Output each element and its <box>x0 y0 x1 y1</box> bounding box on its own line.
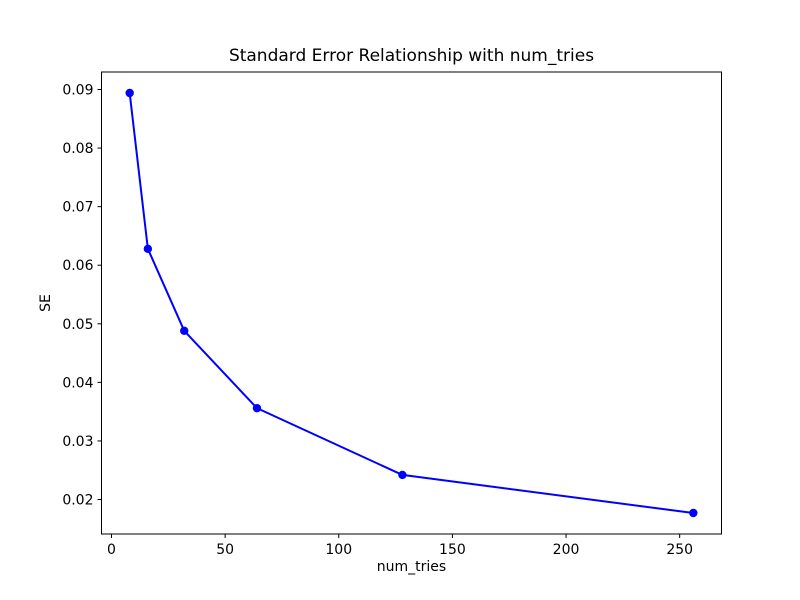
data-point-marker <box>398 470 407 480</box>
y-axis-label: SE <box>38 294 54 312</box>
x-tick-label: 200 <box>553 542 580 558</box>
y-tick-label: 0.09 <box>62 82 93 98</box>
data-point-marker <box>252 403 262 413</box>
data-point-marker <box>689 508 698 518</box>
x-tick-label: 100 <box>325 542 352 558</box>
data-point-marker <box>125 88 134 98</box>
data-point-marker <box>180 326 189 336</box>
chart-title: Standard Error Relationship with num_tri… <box>228 46 595 66</box>
x-tick-label: 50 <box>216 542 234 558</box>
y-tick-label: 0.02 <box>62 493 93 509</box>
x-tick-label: 250 <box>666 542 693 558</box>
y-tick-label: 0.04 <box>62 375 93 391</box>
y-tick-label: 0.05 <box>62 317 93 333</box>
y-tick-label: 0.06 <box>62 258 93 274</box>
y-tick-label: 0.08 <box>62 141 93 157</box>
data-point-marker <box>143 244 153 254</box>
x-axis-label: num_tries <box>376 559 447 575</box>
axis-frame <box>101 71 722 535</box>
line-series <box>128 92 695 514</box>
x-tick-label: 0 <box>107 542 116 558</box>
y-tick-label: 0.03 <box>62 434 93 450</box>
y-tick-label: 0.07 <box>62 200 93 216</box>
x-tick-label: 150 <box>439 542 466 558</box>
